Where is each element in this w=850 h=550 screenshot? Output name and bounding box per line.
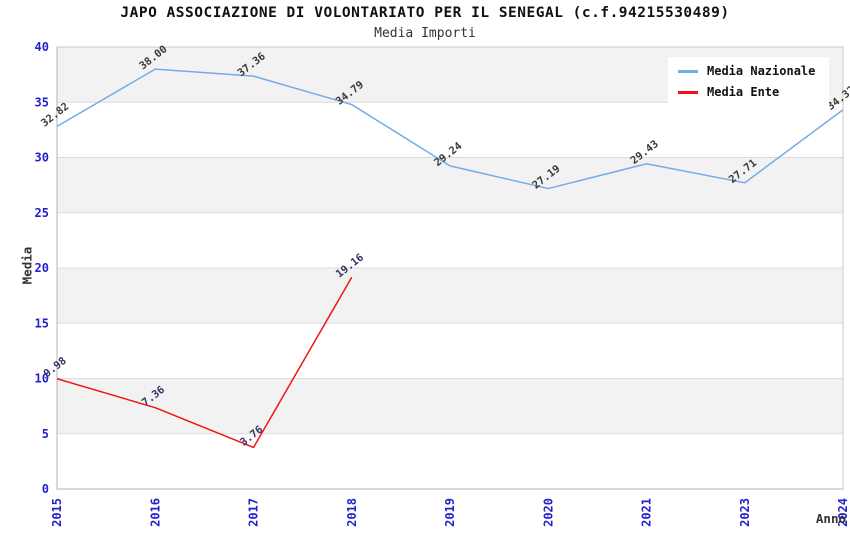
legend-item-label: Media Ente: [707, 85, 780, 99]
y-tick-label: 10: [35, 372, 49, 386]
chart-title: JAPO ASSOCIAZIONE DI VOLONTARIATO PER IL…: [120, 5, 730, 21]
legend-line-swatch-icon: [678, 90, 698, 94]
x-tick-label: 2019: [443, 498, 457, 527]
plot-band: [57, 378, 843, 434]
series-line-1: [56, 276, 353, 449]
legend-item: Media Nazionale: [678, 64, 815, 78]
x-tick-label: 2016: [148, 498, 162, 527]
x-tick-label: 2017: [247, 498, 261, 527]
chart-subtitle: Media Importi: [374, 26, 476, 41]
legend-line-swatch-icon: [678, 69, 698, 73]
y-axis-title: Media: [19, 246, 35, 285]
legend: Media Nazionale Media Ente: [668, 57, 830, 106]
plot-band: [57, 268, 843, 324]
x-tick-label: 2024: [836, 498, 850, 527]
y-tick-label: 0: [42, 482, 49, 496]
x-tick-label: 2023: [738, 498, 752, 527]
y-tick-label: 40: [35, 40, 49, 54]
y-tick-label: 5: [42, 427, 49, 441]
y-tick-label: 20: [35, 261, 49, 275]
legend-item-label: Media Nazionale: [707, 64, 816, 78]
x-tick-label: 2020: [541, 498, 555, 527]
x-tick-label: 2018: [345, 498, 359, 527]
plot-band: [57, 157, 843, 213]
y-tick-label: 35: [35, 95, 49, 109]
x-tick-label: 2021: [640, 498, 654, 527]
series-line-0: [56, 68, 844, 190]
y-tick-label: 15: [35, 316, 49, 330]
y-tick-label: 30: [35, 151, 49, 165]
x-tick-label: 2015: [50, 498, 64, 527]
x-axis-title: Anno: [815, 511, 846, 526]
legend-item: Media Ente: [678, 85, 815, 99]
point-label: 9.98: [41, 355, 68, 380]
y-tick-label: 25: [35, 206, 49, 220]
